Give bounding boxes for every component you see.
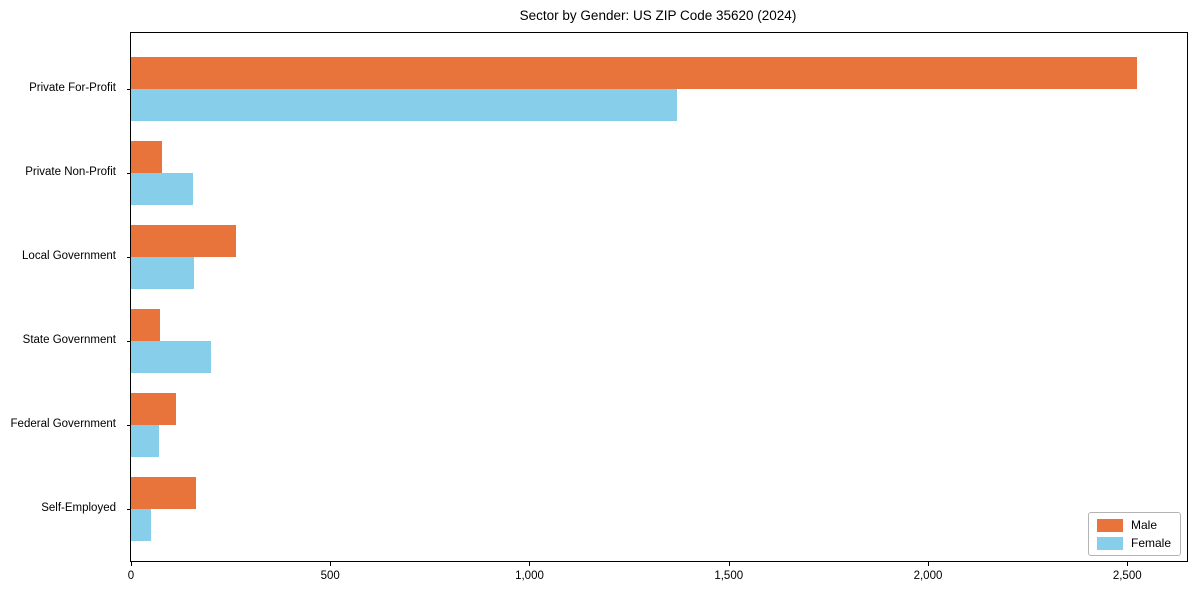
x-tick-label: 500 <box>320 570 340 582</box>
legend: Male Female <box>1087 512 1181 556</box>
bar-male-1 <box>131 141 163 173</box>
x-tick-label: 1,500 <box>714 570 744 582</box>
y-axis-labels: Private For-Profit Private Non-Profit Loca… <box>0 32 123 560</box>
legend-label: Female <box>1130 536 1171 550</box>
legend-entry-female: Female <box>1096 536 1171 550</box>
bar-male-2 <box>131 225 236 257</box>
y-tick-mark <box>127 341 131 342</box>
category-label: Federal Government <box>10 418 116 430</box>
bar-female-3 <box>131 341 211 373</box>
x-tick-label: 2,000 <box>913 570 943 582</box>
bar-male-4 <box>131 393 177 425</box>
legend-swatch-male <box>1096 518 1123 532</box>
x-tick-mark <box>728 562 730 566</box>
bar-male-0 <box>131 57 1138 89</box>
legend-swatch-female <box>1096 536 1123 550</box>
legend-entry-male: Male <box>1096 518 1171 532</box>
y-tick-mark <box>127 173 131 174</box>
x-tick-mark <box>927 562 929 566</box>
x-tick-mark <box>131 562 132 566</box>
chart-title: Sector by Gender: US ZIP Code 35620 (202… <box>519 8 797 23</box>
y-tick-mark <box>127 89 131 90</box>
category-label: Private For-Profit <box>29 82 116 94</box>
category-label: State Government <box>22 334 116 346</box>
x-tick-label: 2,500 <box>1112 570 1142 582</box>
x-tick-mark <box>330 562 332 566</box>
x-tick-mark <box>1127 562 1129 566</box>
x-tick-label: 0 <box>127 570 135 582</box>
bar-female-2 <box>131 257 194 289</box>
bar-male-3 <box>131 309 161 341</box>
category-label: Self-Employed <box>41 502 116 514</box>
x-tick-mark <box>529 562 531 566</box>
category-label: Private Non-Profit <box>25 166 116 178</box>
bar-female-0 <box>131 89 677 121</box>
bar-female-1 <box>131 173 193 205</box>
bar-female-5 <box>131 509 152 541</box>
y-tick-mark <box>127 425 131 426</box>
y-tick-mark <box>127 257 131 258</box>
y-tick-mark <box>127 509 131 510</box>
plot-area: 0 500 1,000 1,500 2,000 2,500 Male Female <box>127 32 1188 582</box>
legend-label: Male <box>1130 518 1157 532</box>
bar-male-5 <box>131 477 197 509</box>
bar-female-4 <box>131 425 160 457</box>
x-tick-label: 1,000 <box>515 570 544 582</box>
category-label: Local Government <box>22 250 116 262</box>
